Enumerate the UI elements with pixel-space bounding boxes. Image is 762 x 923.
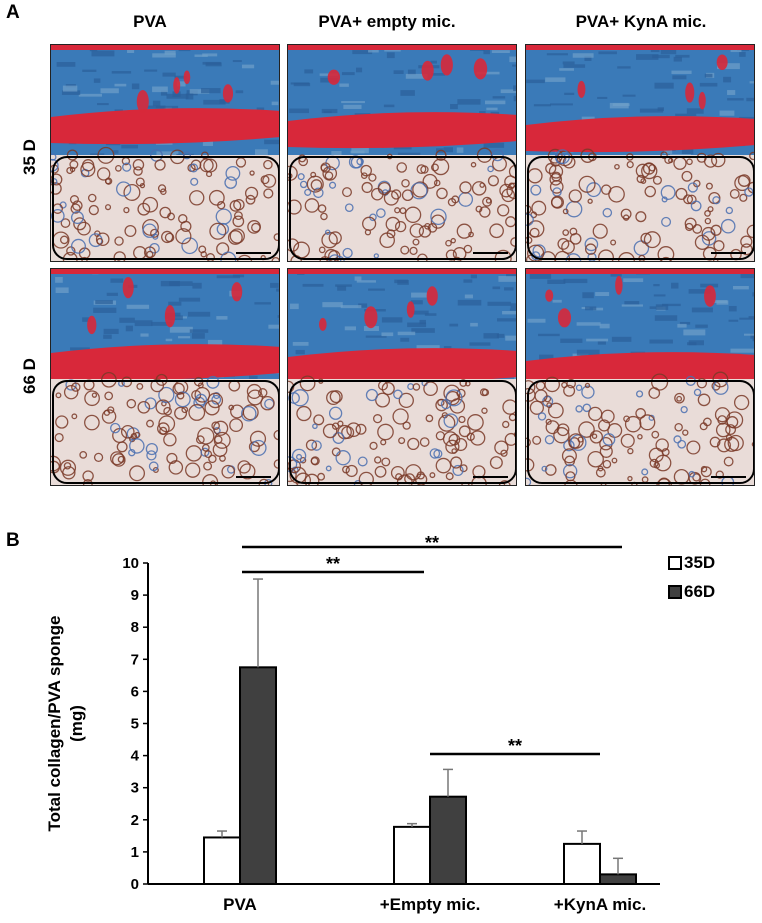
column-label-pva: PVA	[133, 12, 167, 31]
bar-66d-1	[429, 795, 467, 885]
significance-label: **	[326, 554, 340, 574]
micrograph-pva-66d	[50, 268, 280, 486]
y-tick-label: 9	[131, 587, 139, 604]
legend-swatch-35d	[668, 556, 682, 570]
significance-label: **	[425, 533, 439, 553]
micrograph-empty-mic-66d	[287, 268, 517, 486]
x-tick-label: PVA	[223, 895, 257, 914]
x-tick-label: +Empty mic.	[380, 895, 481, 914]
column-label-kyna-mic: PVA+ KynA mic.	[575, 12, 707, 31]
micrograph-kyna-mic-35d	[525, 44, 755, 262]
y-tick-label: 0	[131, 876, 139, 893]
legend-item-35d: 35D	[668, 553, 715, 573]
legend-swatch-66d	[668, 585, 682, 599]
legend-label-35d: 35D	[684, 553, 716, 572]
column-label-empty-mic: PVA+ empty mic.	[318, 12, 456, 31]
x-tick-label: +KynA mic.	[554, 895, 646, 914]
collagen-bar-chart: 0 1 2 3 4 5 6 7 8 9 10 Total collagen/PVA sponge (mg…	[45, 533, 660, 914]
y-tick-label: 8	[131, 619, 139, 636]
bar-35d-0	[203, 836, 241, 885]
legend-item-66d: 66D	[668, 582, 715, 602]
bar-66d-0	[239, 666, 277, 885]
y-tick-label: 1	[131, 844, 139, 861]
panel-b-label: B	[6, 530, 20, 551]
y-tick-label: 6	[131, 683, 139, 700]
micrograph-empty-mic-35d	[287, 44, 517, 262]
y-tick-label: 10	[122, 555, 139, 572]
row-label-66d: 66 D	[20, 358, 39, 394]
micrograph-kyna-mic-66d	[525, 268, 755, 486]
bar-66d-2	[599, 873, 637, 885]
y-tick-label: 5	[131, 716, 139, 733]
y-axis-label: Total collagen/PVA sponge (mg)	[45, 616, 86, 832]
y-tick-label: 3	[131, 780, 139, 797]
significance-label: **	[508, 736, 522, 756]
y-tick-label: 7	[131, 651, 139, 668]
y-tick-label: 2	[131, 812, 139, 829]
legend-label-66d: 66D	[684, 582, 716, 601]
panel-a-label: A	[6, 2, 20, 23]
y-tick-label: 4	[131, 748, 140, 765]
row-label-35d: 35 D	[20, 139, 39, 175]
bar-35d-1	[393, 825, 431, 885]
bar-35d-2	[563, 842, 601, 885]
micrograph-pva-35d	[50, 44, 280, 262]
